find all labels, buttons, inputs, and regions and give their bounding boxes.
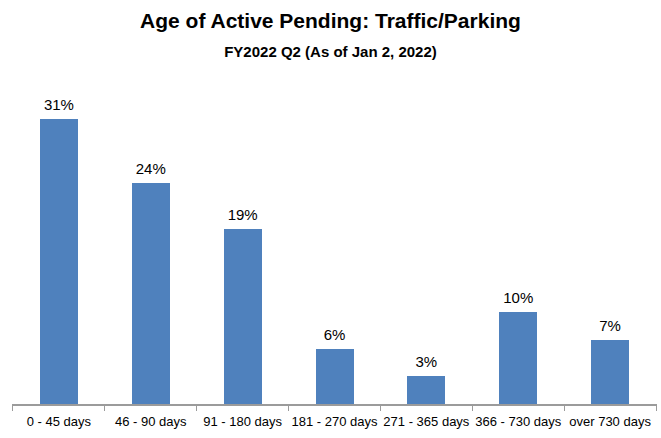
x-axis-line [12,404,657,406]
bar-group: 6% [289,80,381,404]
axis-tick [564,406,565,411]
plot-area: 31% 24% 19% 6% 3% 10% 7% [13,80,656,404]
chart-title: Age of Active Pending: Traffic/Parking [0,9,661,33]
axis-tick [104,406,105,411]
x-axis-tick-label: 46 - 90 days [105,414,197,429]
axis-tick [288,406,289,411]
axis-tick [380,406,381,411]
bar-value-label: 6% [324,326,346,343]
x-axis-tick-label: 366 - 730 days [472,414,564,429]
bar [224,229,262,404]
x-axis-tick-label: over 730 days [564,414,656,429]
x-axis-tick-label: 0 - 45 days [13,414,105,429]
bar-group: 31% [13,80,105,404]
bar-group: 24% [105,80,197,404]
bar [316,349,354,404]
bar-chart: Age of Active Pending: Traffic/Parking F… [0,0,661,438]
axis-tick [12,406,13,411]
bar-group: 3% [380,80,472,404]
bar [591,340,629,404]
axis-tick [196,406,197,411]
axis-tick [656,406,657,411]
bar [132,183,170,404]
bar [499,312,537,404]
bar-group: 10% [472,80,564,404]
bar [40,119,78,404]
bar-value-label: 10% [503,289,533,306]
bar-value-label: 19% [228,206,258,223]
axis-tick [472,406,473,411]
x-axis-tick-label: 91 - 180 days [197,414,289,429]
bar-value-label: 31% [44,96,74,113]
bar [407,376,445,404]
bar-value-label: 3% [416,353,438,370]
x-axis-tick-label: 181 - 270 days [289,414,381,429]
x-axis-labels: 0 - 45 days46 - 90 days91 - 180 days181 … [13,414,656,429]
x-axis-tick-label: 271 - 365 days [380,414,472,429]
bar-group: 19% [197,80,289,404]
chart-subtitle: FY2022 Q2 (As of Jan 2, 2022) [0,43,661,60]
bar-group: 7% [564,80,656,404]
bar-value-label: 24% [136,160,166,177]
bar-value-label: 7% [599,317,621,334]
